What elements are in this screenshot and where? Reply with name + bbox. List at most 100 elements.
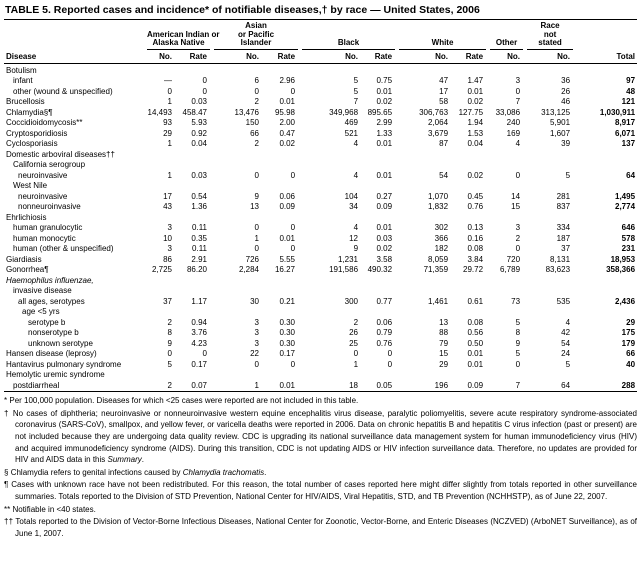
column-group-header: Other [488, 20, 525, 50]
race-not-stated-no-value: 535 [556, 296, 571, 306]
white-rate-value: 0.01 [467, 359, 484, 369]
race-not-stated-no-value: 5 [565, 170, 571, 180]
black-rate-value: 0.03 [376, 233, 393, 243]
asian-pacific-islander-rate-value [264, 276, 300, 287]
aian-no-value [145, 63, 177, 76]
asian-pacific-islander-rate-value: 0 [290, 244, 296, 254]
other-no-value [488, 213, 525, 224]
aian-rate-value: 0.11 [192, 223, 207, 233]
footnote-marker: ** [4, 504, 11, 514]
asian-pacific-islander-rate-value: 0 [290, 86, 296, 96]
footnote-text-segment: No cases of diphtheria; neuroinvasive or… [12, 408, 637, 465]
aian-rate-value: 0.17 [191, 359, 207, 369]
aian-rate-value: 0.04 [191, 139, 207, 149]
aian-no-value [145, 307, 177, 318]
footnote-marker: ¶ [4, 480, 9, 490]
aian-no-value: — [164, 76, 172, 86]
white-rate-value: 0.02 [467, 170, 484, 180]
white-rate-value [453, 286, 488, 297]
black-rate-value: 0.02 [376, 97, 393, 107]
column-group-label: White [399, 39, 487, 50]
black-no-header: No. [300, 49, 364, 64]
table-title: TABLE 5. Reported cases and incidence* o… [4, 3, 637, 20]
black-rate-value: 1.33 [376, 128, 393, 138]
aian-no-value: 9 [167, 338, 172, 348]
asian-pacific-islander-no-value: 1 [254, 233, 259, 243]
header-group-row: Disease American Indian or Alaska Native As… [4, 20, 638, 64]
total-value: 6,071 [615, 128, 636, 138]
other-no-value: 169 [506, 128, 521, 138]
white-rate-value [453, 307, 488, 318]
white-no-value [397, 370, 453, 381]
black-no-value: 521 [344, 128, 359, 138]
total-value: 121 [621, 97, 636, 107]
disease-label: all ages, serotypes [18, 296, 85, 306]
footnote-marker: † [4, 408, 10, 418]
disease-label: Coccidioidomycosis** [6, 118, 83, 128]
race-not-stated-no-value: 281 [556, 191, 571, 201]
white-no-value: 88 [439, 328, 449, 338]
aian-rate-value: 0.03 [191, 170, 207, 180]
asian-pacific-islander-rate-value [264, 307, 300, 318]
table-row: Giardiasis 86 2.91 726 5.55 1,231 3.58 8,059 3.8… [4, 255, 637, 266]
footnote: § Chlamydia refers to genital infections… [4, 467, 637, 479]
black-rate-value [363, 307, 397, 318]
aian-no-value: 86 [163, 254, 172, 264]
total-value [575, 160, 637, 171]
white-rate-value: 0.04 [467, 139, 484, 149]
asian-pacific-islander-no-value: 3 [254, 317, 259, 327]
asian-pacific-islander-no-value: 2 [254, 97, 259, 107]
aian-rate-value: 5.93 [191, 118, 207, 128]
black-rate-value: 895.65 [367, 107, 393, 117]
asian-pacific-islander-rate-value: 0.17 [279, 349, 296, 359]
black-no-value: 0 [353, 349, 359, 359]
black-no-value [300, 181, 363, 192]
disease-label: other (wound & unspecified) [13, 86, 113, 96]
table-row: nonserotype b 8 3.76 3 0.30 26 0.79 88 0.56 8 42 17… [4, 328, 637, 339]
disease-label: age <5 yrs [22, 307, 60, 317]
asian-pacific-islander-no-value: 3 [254, 338, 259, 348]
white-rate-value: 0.61 [467, 296, 484, 306]
other-no-value: 0 [515, 244, 521, 254]
total-value: 1,030,911 [599, 107, 636, 117]
white-rate-value: 0.01 [467, 349, 484, 359]
other-no-value: 73 [511, 296, 521, 306]
asian-pacific-islander-no-value: 1 [254, 380, 259, 390]
other-no-header: No. [488, 49, 526, 64]
asian-pacific-islander-rate-value: 0.06 [279, 191, 296, 201]
aian-rate-value: 86.20 [186, 265, 207, 275]
aian-no-value: 5 [167, 359, 172, 369]
other-no-value: 4 [515, 139, 521, 149]
white-rate-value [453, 150, 488, 161]
race-not-stated-no-value [525, 307, 575, 318]
table-row: other (wound & unspecified) 0 0 0 0 5 0.01 17 0.… [4, 87, 637, 98]
column-group-label-line: or Pacific [238, 29, 275, 39]
black-rate-value [363, 213, 397, 224]
other-no-value: 0 [515, 170, 521, 180]
column-group-label-line: Black [337, 38, 360, 48]
asian-pacific-islander-no-value [212, 160, 264, 171]
race-not-stated-no-value [525, 286, 575, 297]
table-row: Botulism [4, 63, 637, 76]
white-rate-value: 3.84 [467, 254, 484, 264]
other-no-value: 7 [515, 97, 521, 107]
aian-rate-value: 1.36 [191, 202, 207, 212]
table-row: Brucellosis 1 0.03 2 0.01 7 0.02 58 0.02 7 46 121 [4, 97, 637, 108]
race-not-stated-no-value: 24 [561, 349, 571, 359]
disease-label: human monocytic [13, 233, 76, 243]
asian-pacific-islander-rate-value: 0 [290, 359, 296, 369]
other-no-value: 0 [515, 359, 521, 369]
footnote-text-segment: . [141, 455, 144, 465]
other-no-value: 14 [511, 191, 521, 201]
black-rate-header: Rate [363, 49, 398, 64]
aian-rate-value: 458.47 [182, 107, 207, 117]
black-no-value: 300 [344, 296, 359, 306]
asian-pacific-islander-no-value: 6 [254, 76, 259, 86]
asian-pacific-islander-rate-value: 0.30 [279, 328, 296, 338]
asian-pacific-islander-no-value: 0 [254, 86, 259, 96]
black-no-value [300, 307, 363, 318]
black-no-value: 9 [353, 244, 359, 254]
white-no-value [397, 307, 453, 318]
aian-no-value [145, 286, 177, 297]
aian-no-value: 0 [167, 349, 172, 359]
